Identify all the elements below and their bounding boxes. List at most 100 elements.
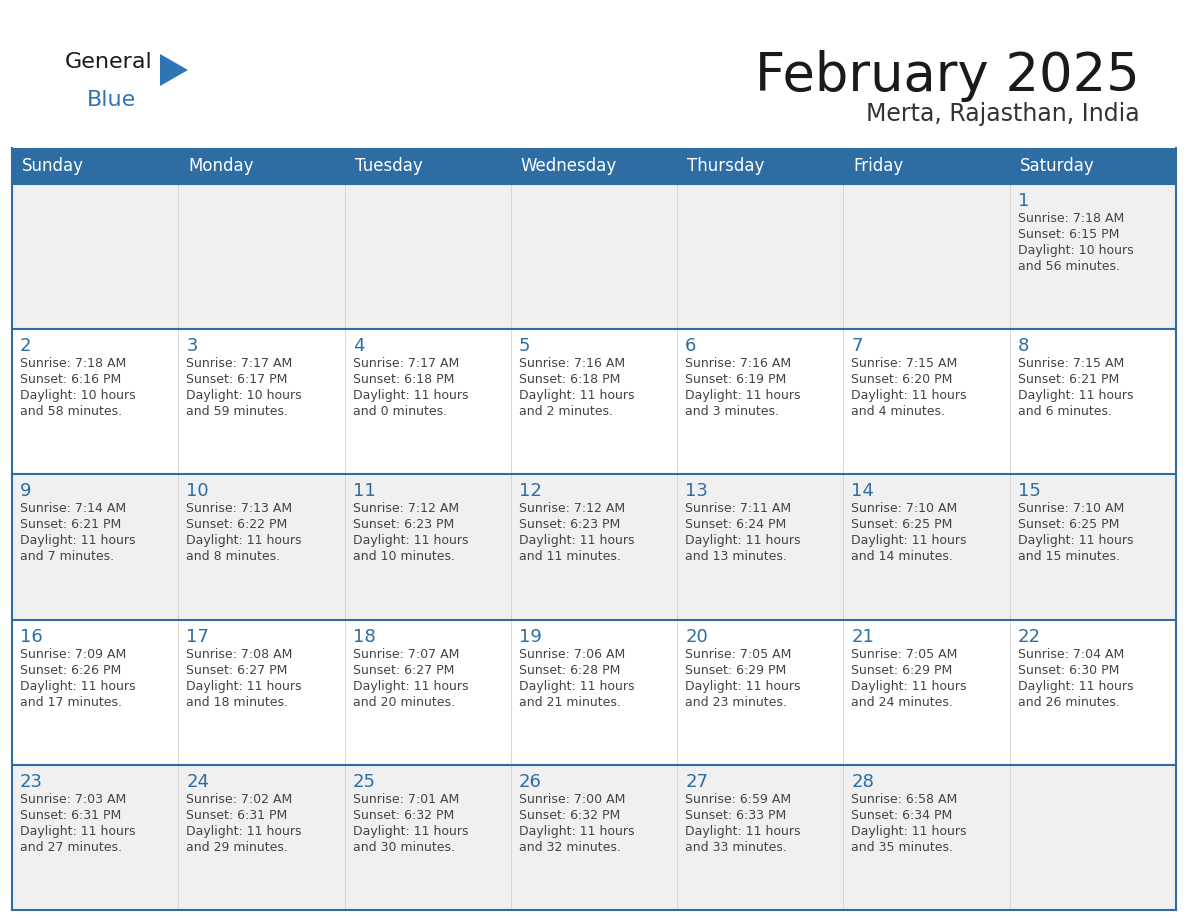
Text: and 29 minutes.: and 29 minutes.	[187, 841, 289, 854]
Text: Daylight: 11 hours: Daylight: 11 hours	[519, 534, 634, 547]
Bar	[12, 330, 1176, 475]
Text: 11: 11	[353, 482, 375, 500]
Text: Daylight: 11 hours: Daylight: 11 hours	[353, 679, 468, 692]
Text: Sunrise: 7:03 AM: Sunrise: 7:03 AM	[20, 793, 126, 806]
Text: Thursday: Thursday	[687, 157, 765, 175]
Text: Sunset: 6:32 PM: Sunset: 6:32 PM	[353, 809, 454, 822]
Text: Sunset: 6:26 PM: Sunset: 6:26 PM	[20, 664, 121, 677]
Text: 6: 6	[685, 337, 696, 355]
Text: Daylight: 10 hours: Daylight: 10 hours	[20, 389, 135, 402]
Text: Daylight: 11 hours: Daylight: 11 hours	[20, 534, 135, 547]
Text: Sunrise: 7:13 AM: Sunrise: 7:13 AM	[187, 502, 292, 515]
Text: Sunrise: 7:11 AM: Sunrise: 7:11 AM	[685, 502, 791, 515]
Text: Sunrise: 7:02 AM: Sunrise: 7:02 AM	[187, 793, 292, 806]
Text: Blue: Blue	[87, 90, 137, 110]
Text: 17: 17	[187, 628, 209, 645]
Text: Friday: Friday	[853, 157, 904, 175]
Text: Sunset: 6:33 PM: Sunset: 6:33 PM	[685, 809, 786, 822]
Text: and 23 minutes.: and 23 minutes.	[685, 696, 786, 709]
Text: Sunrise: 7:16 AM: Sunrise: 7:16 AM	[685, 357, 791, 370]
Text: Sunset: 6:27 PM: Sunset: 6:27 PM	[353, 664, 454, 677]
Text: Sunday: Sunday	[23, 157, 84, 175]
Text: 14: 14	[852, 482, 874, 500]
Text: Daylight: 11 hours: Daylight: 11 hours	[353, 824, 468, 838]
Text: and 26 minutes.: and 26 minutes.	[1018, 696, 1119, 709]
Bar	[12, 765, 1176, 910]
Text: 27: 27	[685, 773, 708, 790]
Text: Sunset: 6:21 PM: Sunset: 6:21 PM	[1018, 374, 1119, 386]
Text: and 30 minutes.: and 30 minutes.	[353, 841, 455, 854]
Text: Sunrise: 7:08 AM: Sunrise: 7:08 AM	[187, 647, 292, 661]
Text: Daylight: 11 hours: Daylight: 11 hours	[1018, 534, 1133, 547]
Text: Sunrise: 7:05 AM: Sunrise: 7:05 AM	[852, 647, 958, 661]
Text: Daylight: 11 hours: Daylight: 11 hours	[852, 534, 967, 547]
Text: Sunrise: 6:58 AM: Sunrise: 6:58 AM	[852, 793, 958, 806]
Text: Sunset: 6:23 PM: Sunset: 6:23 PM	[519, 519, 620, 532]
Bar	[345, 148, 511, 184]
Text: Sunset: 6:29 PM: Sunset: 6:29 PM	[685, 664, 786, 677]
Text: 20: 20	[685, 628, 708, 645]
Text: and 10 minutes.: and 10 minutes.	[353, 551, 455, 564]
Text: Daylight: 10 hours: Daylight: 10 hours	[1018, 244, 1133, 257]
Text: Daylight: 11 hours: Daylight: 11 hours	[20, 679, 135, 692]
Text: and 8 minutes.: and 8 minutes.	[187, 551, 280, 564]
Text: and 3 minutes.: and 3 minutes.	[685, 405, 779, 419]
Text: Daylight: 11 hours: Daylight: 11 hours	[20, 824, 135, 838]
Text: Sunset: 6:16 PM: Sunset: 6:16 PM	[20, 374, 121, 386]
Text: and 24 minutes.: and 24 minutes.	[852, 696, 953, 709]
Text: General: General	[65, 52, 153, 72]
Text: 28: 28	[852, 773, 874, 790]
Text: and 4 minutes.: and 4 minutes.	[852, 405, 946, 419]
Text: February 2025: February 2025	[756, 50, 1140, 102]
Text: Merta, Rajasthan, India: Merta, Rajasthan, India	[866, 102, 1140, 126]
Text: Sunset: 6:22 PM: Sunset: 6:22 PM	[187, 519, 287, 532]
Text: 21: 21	[852, 628, 874, 645]
Bar	[12, 148, 178, 184]
Bar	[12, 184, 1176, 330]
Text: Daylight: 11 hours: Daylight: 11 hours	[1018, 679, 1133, 692]
Text: and 27 minutes.: and 27 minutes.	[20, 841, 122, 854]
Text: 3: 3	[187, 337, 197, 355]
Text: Daylight: 11 hours: Daylight: 11 hours	[519, 389, 634, 402]
Text: Sunrise: 7:00 AM: Sunrise: 7:00 AM	[519, 793, 625, 806]
Text: 15: 15	[1018, 482, 1041, 500]
Text: Sunset: 6:30 PM: Sunset: 6:30 PM	[1018, 664, 1119, 677]
Text: Daylight: 11 hours: Daylight: 11 hours	[1018, 389, 1133, 402]
Text: and 6 minutes.: and 6 minutes.	[1018, 405, 1112, 419]
Text: Sunset: 6:20 PM: Sunset: 6:20 PM	[852, 374, 953, 386]
Text: Monday: Monday	[188, 157, 254, 175]
Text: and 58 minutes.: and 58 minutes.	[20, 405, 122, 419]
Text: and 14 minutes.: and 14 minutes.	[852, 551, 953, 564]
Text: 2: 2	[20, 337, 32, 355]
Text: and 18 minutes.: and 18 minutes.	[187, 696, 289, 709]
Text: Daylight: 11 hours: Daylight: 11 hours	[187, 679, 302, 692]
Bar	[178, 148, 345, 184]
Text: 5: 5	[519, 337, 530, 355]
Text: Daylight: 11 hours: Daylight: 11 hours	[852, 679, 967, 692]
Text: Sunrise: 6:59 AM: Sunrise: 6:59 AM	[685, 793, 791, 806]
Text: Sunrise: 7:17 AM: Sunrise: 7:17 AM	[187, 357, 292, 370]
Text: Daylight: 11 hours: Daylight: 11 hours	[187, 534, 302, 547]
Text: Sunrise: 7:15 AM: Sunrise: 7:15 AM	[1018, 357, 1124, 370]
Text: Sunset: 6:32 PM: Sunset: 6:32 PM	[519, 809, 620, 822]
Text: Daylight: 11 hours: Daylight: 11 hours	[519, 679, 634, 692]
Text: 19: 19	[519, 628, 542, 645]
Text: 26: 26	[519, 773, 542, 790]
Text: and 13 minutes.: and 13 minutes.	[685, 551, 786, 564]
Text: Sunset: 6:18 PM: Sunset: 6:18 PM	[353, 374, 454, 386]
Bar	[12, 620, 1176, 765]
Text: Sunrise: 7:14 AM: Sunrise: 7:14 AM	[20, 502, 126, 515]
Text: Sunrise: 7:12 AM: Sunrise: 7:12 AM	[519, 502, 625, 515]
Text: Daylight: 10 hours: Daylight: 10 hours	[187, 389, 302, 402]
Text: and 21 minutes.: and 21 minutes.	[519, 696, 621, 709]
Text: and 15 minutes.: and 15 minutes.	[1018, 551, 1120, 564]
Text: Sunset: 6:15 PM: Sunset: 6:15 PM	[1018, 228, 1119, 241]
Text: 1: 1	[1018, 192, 1029, 210]
Text: Sunrise: 7:18 AM: Sunrise: 7:18 AM	[20, 357, 126, 370]
Text: Sunset: 6:25 PM: Sunset: 6:25 PM	[852, 519, 953, 532]
Text: and 59 minutes.: and 59 minutes.	[187, 405, 289, 419]
Text: Sunset: 6:29 PM: Sunset: 6:29 PM	[852, 664, 953, 677]
Bar	[1010, 148, 1176, 184]
Bar	[12, 475, 1176, 620]
Text: and 7 minutes.: and 7 minutes.	[20, 551, 114, 564]
